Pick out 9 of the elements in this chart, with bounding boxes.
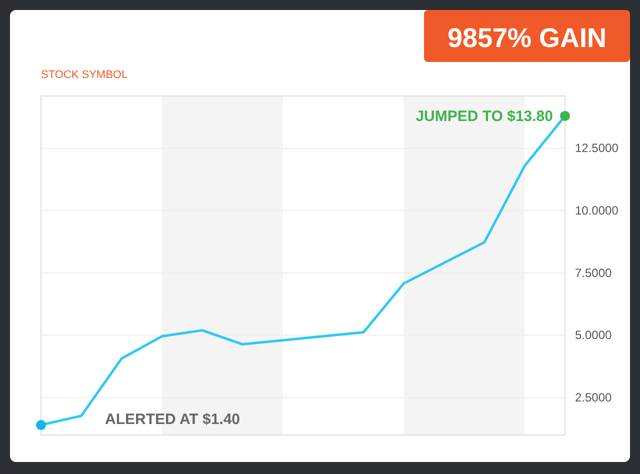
y-tick-label: 12.5000: [575, 141, 619, 156]
y-tick-label: 5.0000: [575, 328, 612, 342]
annotation: ALERTED AT $1.40: [105, 411, 240, 428]
y-tick-label: 10.0000: [575, 204, 619, 218]
text: 9857% GAIN: [447, 23, 607, 53]
y-tick-label: 7.5000: [575, 266, 612, 280]
chart-subtitle: STOCK SYMBOL: [41, 69, 128, 81]
y-tick-label: 2.5000: [575, 390, 612, 404]
annotation: JUMPED TO $13.80: [416, 108, 553, 125]
